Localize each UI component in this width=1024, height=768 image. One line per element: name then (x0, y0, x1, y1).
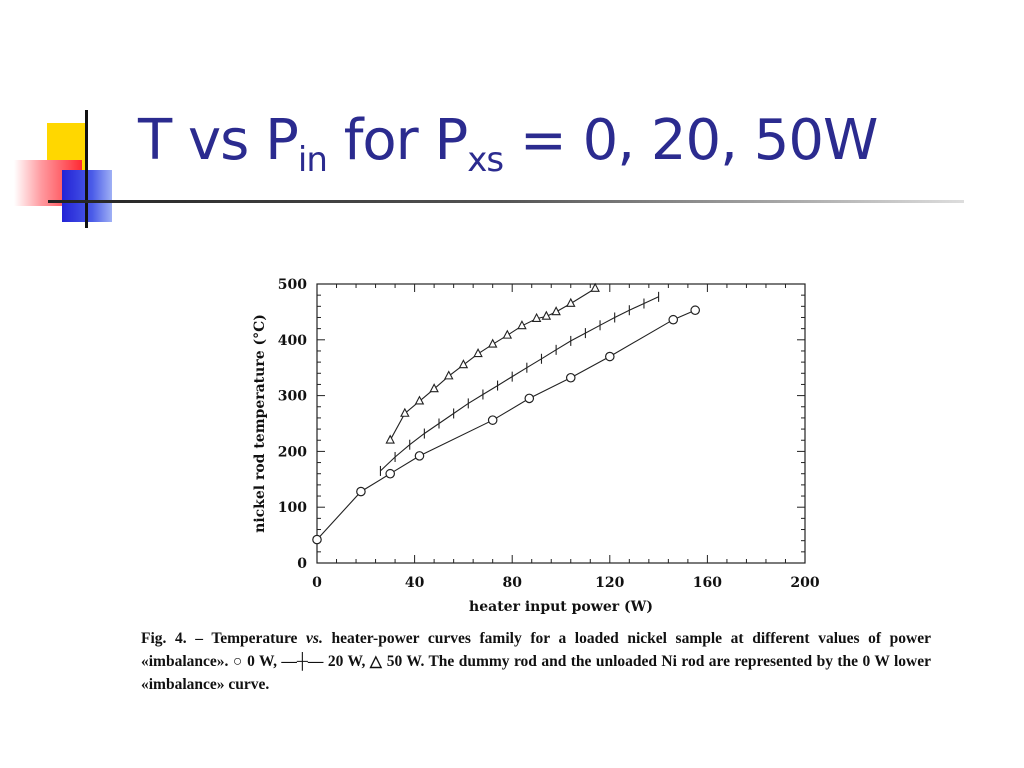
data-point (444, 370, 454, 380)
chart-figure: 0 40 80 120 160 200 0 100 200 300 400 500 heater in… (240, 262, 840, 622)
data-point (473, 348, 483, 358)
data-point (541, 310, 552, 320)
series-20w (379, 291, 660, 476)
y-tick-label: 500 (278, 277, 307, 293)
series-50w (385, 282, 600, 444)
y-tick-label: 100 (278, 500, 307, 516)
y-axis-label: nickel rod temperature (°C) (252, 314, 268, 533)
series-0w (312, 305, 700, 545)
deco-vertical-line (85, 110, 88, 228)
data-point (385, 468, 395, 479)
data-point (487, 338, 498, 348)
data-point (414, 395, 425, 405)
data-point (551, 306, 561, 316)
data-point (566, 297, 576, 307)
data-point (458, 359, 469, 369)
tick-labels: 0 40 80 120 160 200 0 100 200 300 400 500 (278, 277, 820, 591)
plot-border (316, 283, 806, 564)
x-tick-label: 80 (502, 575, 522, 591)
data-point (356, 486, 366, 497)
series-line (380, 296, 659, 472)
data-point (590, 282, 600, 292)
data-point (604, 351, 615, 362)
axis-ticks (316, 283, 806, 564)
y-tick-label: 200 (278, 444, 307, 460)
data-point (385, 434, 395, 444)
data-point (414, 451, 425, 461)
y-tick-label: 400 (278, 333, 307, 349)
data-point (487, 415, 498, 425)
data-point (531, 312, 542, 322)
data-point (400, 407, 410, 417)
x-tick-label: 160 (693, 575, 722, 591)
y-tick-label: 0 (297, 556, 307, 572)
data-point (668, 314, 679, 325)
x-axis-label: heater input power (W) (469, 599, 653, 615)
figure-caption: Fig. 4. – Temperature vs. heater-power c… (141, 630, 931, 693)
chart-svg: 0 40 80 120 160 200 0 100 200 300 400 500 heater in… (252, 277, 820, 615)
data-point (565, 372, 576, 383)
data-point (429, 383, 439, 393)
data-point (312, 534, 322, 545)
x-tick-label: 0 (312, 575, 322, 591)
slide-title: T vs Pin for Pxs = 0, 20, 50W (138, 108, 878, 180)
data-point (502, 329, 513, 339)
series-group (312, 282, 700, 545)
x-tick-label: 40 (405, 575, 425, 591)
plot-frame (316, 283, 806, 564)
title-underline (48, 200, 964, 203)
x-tick-label: 200 (790, 575, 819, 591)
data-point (517, 320, 527, 330)
data-point (524, 393, 535, 404)
series-line (316, 309, 696, 540)
data-point (690, 305, 700, 316)
y-tick-label: 300 (278, 389, 307, 405)
x-tick-label: 120 (595, 575, 624, 591)
